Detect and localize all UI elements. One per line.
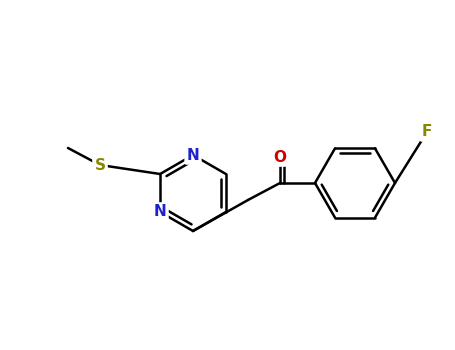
- Text: N: N: [187, 147, 199, 162]
- Text: N: N: [154, 204, 167, 219]
- Text: O: O: [273, 149, 287, 164]
- Text: F: F: [422, 125, 432, 140]
- Text: S: S: [95, 158, 106, 173]
